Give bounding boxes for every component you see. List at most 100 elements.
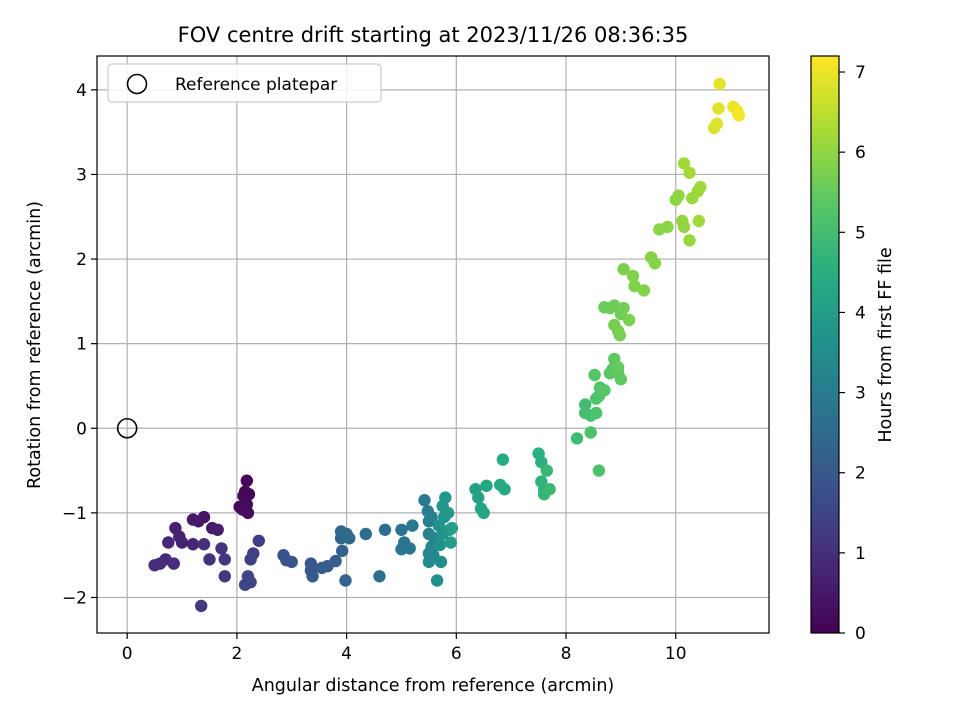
y-tick: 0 bbox=[76, 419, 97, 439]
data-point bbox=[628, 279, 641, 293]
colorbar-tick-label: 4 bbox=[855, 303, 866, 323]
data-point bbox=[496, 453, 510, 466]
data-point bbox=[677, 157, 691, 170]
data-point bbox=[433, 538, 447, 552]
data-point bbox=[439, 491, 452, 504]
data-point bbox=[430, 574, 444, 587]
data-point bbox=[588, 368, 601, 382]
data-point bbox=[592, 464, 606, 477]
data-point bbox=[617, 301, 630, 315]
data-point bbox=[215, 542, 228, 555]
data-point bbox=[683, 166, 696, 179]
data-point bbox=[648, 257, 662, 270]
x-tick: 8 bbox=[561, 633, 572, 664]
y-tick-label: −1 bbox=[62, 504, 87, 524]
colorbar-ticks: 0 1 2 3 4 5 6 7 bbox=[839, 63, 866, 644]
x-tick-label: 4 bbox=[341, 644, 352, 664]
data-point bbox=[540, 464, 553, 477]
data-point bbox=[498, 483, 511, 496]
data-point bbox=[608, 299, 621, 312]
x-tick-label: 8 bbox=[561, 644, 572, 664]
data-point bbox=[175, 536, 189, 549]
legend-label: Reference platepar bbox=[175, 75, 337, 95]
data-point bbox=[694, 180, 707, 194]
data-point bbox=[598, 384, 611, 397]
colorbar-tick-label: 2 bbox=[855, 464, 866, 484]
data-point bbox=[613, 329, 626, 342]
data-point bbox=[197, 538, 211, 551]
plot-frame bbox=[96, 55, 770, 634]
data-point bbox=[186, 513, 200, 526]
data-point bbox=[584, 426, 597, 439]
data-point bbox=[252, 534, 265, 547]
data-point bbox=[570, 432, 584, 445]
data-point bbox=[710, 117, 724, 130]
data-point bbox=[148, 559, 161, 572]
data-point bbox=[306, 570, 319, 583]
colorbar-label: Hours from first FF file bbox=[876, 247, 896, 442]
data-point bbox=[477, 506, 490, 520]
data-point bbox=[611, 361, 625, 374]
colorbar-tick: 1 bbox=[839, 544, 866, 564]
colorbar-tick-label: 3 bbox=[855, 384, 866, 404]
colorbar-tick: 2 bbox=[839, 464, 866, 484]
x-axis-ticks: 0 2 4 6 8 10 bbox=[122, 633, 687, 664]
data-point bbox=[244, 553, 257, 566]
data-point bbox=[218, 553, 231, 566]
data-point bbox=[336, 544, 349, 558]
data-point bbox=[203, 553, 216, 566]
y-tick: −1 bbox=[62, 504, 97, 524]
data-point bbox=[590, 406, 603, 420]
y-axis-ticks: −2 −1 0 1 2 3 4 bbox=[62, 81, 97, 608]
data-point bbox=[422, 555, 436, 569]
y-tick: 3 bbox=[76, 165, 97, 185]
colorbar-tick: 0 bbox=[839, 624, 866, 644]
data-point bbox=[441, 506, 455, 520]
y-tick-label: 4 bbox=[76, 81, 87, 101]
colorbar-tick: 5 bbox=[839, 223, 866, 243]
colorbar bbox=[810, 55, 840, 634]
data-point bbox=[614, 373, 628, 386]
legend: Reference platepar bbox=[107, 63, 382, 103]
data-point bbox=[661, 220, 674, 234]
y-tick-label: −2 bbox=[62, 588, 87, 608]
grid-lines bbox=[97, 56, 769, 633]
x-tick: 2 bbox=[231, 633, 242, 664]
y-tick-label: 2 bbox=[76, 250, 87, 270]
y-axis-label: Rotation from reference (arcmin) bbox=[25, 201, 45, 489]
colorbar-tick: 3 bbox=[839, 384, 866, 404]
data-point bbox=[445, 521, 459, 535]
data-point bbox=[434, 555, 448, 569]
legend-box bbox=[107, 63, 382, 103]
data-point bbox=[285, 555, 298, 569]
data-point bbox=[444, 536, 457, 549]
x-axis-label: Angular distance from reference (arcmin) bbox=[252, 676, 615, 696]
colorbar-tick: 4 bbox=[839, 303, 866, 323]
data-point bbox=[240, 474, 253, 487]
data-point bbox=[713, 77, 726, 91]
data-point bbox=[480, 479, 493, 492]
reference-marker bbox=[116, 417, 138, 439]
x-tick: 6 bbox=[451, 633, 462, 664]
data-point bbox=[683, 234, 696, 247]
y-tick: 2 bbox=[76, 250, 97, 270]
data-point bbox=[677, 220, 691, 234]
y-tick: −2 bbox=[62, 588, 97, 608]
data-point bbox=[373, 570, 386, 583]
data-point bbox=[617, 263, 630, 276]
x-tick: 4 bbox=[341, 633, 352, 664]
data-point bbox=[418, 494, 431, 507]
y-tick-label: 1 bbox=[76, 335, 87, 355]
data-point bbox=[211, 523, 224, 536]
colorbar-tick-label: 0 bbox=[855, 624, 866, 644]
data-point bbox=[543, 483, 556, 496]
data-point bbox=[692, 214, 705, 228]
y-tick: 4 bbox=[76, 81, 97, 101]
reference-point bbox=[116, 417, 138, 439]
scatter-points bbox=[148, 77, 745, 613]
data-point bbox=[236, 503, 249, 516]
data-point bbox=[378, 523, 392, 536]
data-point bbox=[339, 574, 352, 587]
data-point bbox=[403, 542, 416, 555]
